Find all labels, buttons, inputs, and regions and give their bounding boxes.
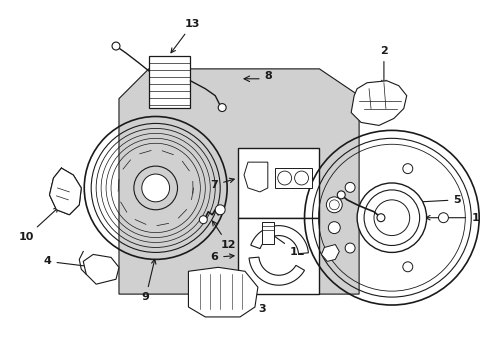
Text: 12: 12: [212, 221, 235, 249]
Circle shape: [345, 183, 354, 192]
Circle shape: [199, 216, 207, 224]
Polygon shape: [83, 255, 119, 284]
Text: 1: 1: [425, 213, 478, 223]
Polygon shape: [49, 168, 81, 215]
Circle shape: [356, 183, 426, 252]
Circle shape: [134, 166, 177, 210]
Text: 9: 9: [142, 259, 156, 302]
Circle shape: [277, 171, 291, 185]
Polygon shape: [350, 81, 406, 125]
Circle shape: [337, 191, 345, 199]
Circle shape: [402, 262, 412, 272]
Polygon shape: [119, 69, 358, 294]
Circle shape: [325, 197, 342, 213]
Circle shape: [142, 174, 169, 202]
Polygon shape: [321, 244, 339, 261]
Polygon shape: [244, 162, 267, 192]
Bar: [148, 56, 190, 108]
Bar: [238, 148, 319, 218]
Text: 8: 8: [264, 71, 271, 81]
Circle shape: [327, 222, 340, 234]
Polygon shape: [248, 257, 304, 285]
Text: 2: 2: [379, 46, 387, 85]
Circle shape: [376, 214, 384, 222]
Circle shape: [438, 213, 447, 223]
Polygon shape: [250, 226, 308, 254]
Bar: [262, 222, 273, 243]
Text: 5: 5: [370, 195, 460, 207]
Circle shape: [218, 104, 225, 112]
Text: 10: 10: [19, 207, 59, 242]
Text: 7: 7: [210, 178, 234, 190]
Circle shape: [215, 205, 224, 215]
Circle shape: [402, 164, 412, 174]
Text: 13: 13: [171, 19, 200, 53]
Bar: [238, 218, 319, 294]
Bar: [274, 168, 312, 188]
Text: 4: 4: [43, 256, 92, 269]
Text: 6: 6: [210, 252, 234, 262]
Circle shape: [345, 243, 354, 253]
Text: 11: 11: [270, 234, 305, 257]
Circle shape: [294, 171, 308, 185]
Circle shape: [112, 42, 120, 50]
Polygon shape: [188, 267, 257, 317]
Circle shape: [373, 200, 409, 235]
Text: 3: 3: [233, 296, 265, 314]
